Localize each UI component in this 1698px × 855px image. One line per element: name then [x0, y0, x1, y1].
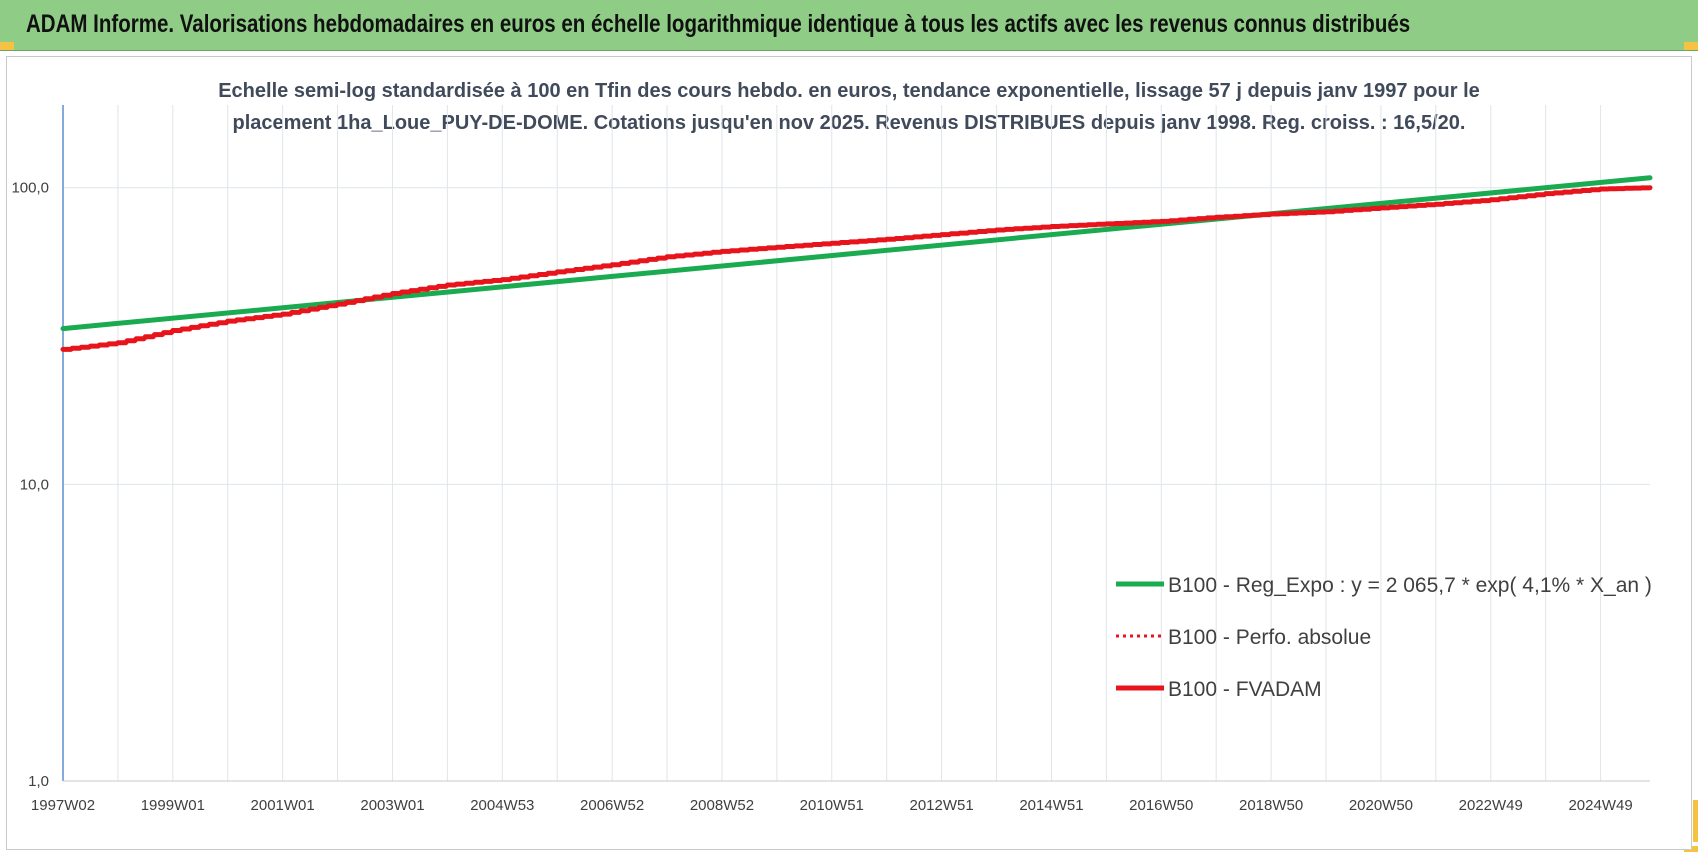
- chart-frame: [6, 56, 1692, 850]
- x-tick-label: 2006W52: [580, 797, 644, 814]
- y-tick-label: 1,0: [28, 773, 49, 790]
- series-line-reg-expo: [60, 175, 1653, 332]
- axes: 1,0 10,0 100,0 1997W02 1999W01 2001W01 2003W01…: [11, 105, 1650, 814]
- series-line-fvadam: [60, 185, 1653, 352]
- x-tick-label: 2003W01: [360, 797, 424, 814]
- header-bar: ADAM Informe. Valorisations hebdomadaire…: [0, 0, 1698, 51]
- y-tick-label: 100,0: [11, 180, 49, 197]
- x-tick-label: 2001W01: [251, 797, 315, 814]
- legend: B100 - Reg_Expo : y = 2 065,7 * exp( 4,1…: [1116, 574, 1652, 701]
- series-lines: [60, 175, 1653, 352]
- y-tick-label: 10,0: [20, 476, 49, 493]
- x-tick-label: 2014W51: [1019, 797, 1083, 814]
- x-tick-label: 2010W51: [800, 797, 864, 814]
- chart-subtitle-line-2: placement 1ha_Loue_PUY-DE-DOME. Cotation…: [233, 112, 1466, 134]
- legend-label: B100 - Reg_Expo : y = 2 065,7 * exp( 4,1…: [1168, 574, 1652, 597]
- x-tick-label: 2024W49: [1568, 797, 1632, 814]
- x-tick-label: 1997W02: [31, 797, 95, 814]
- legend-label: B100 - FVADAM: [1168, 678, 1322, 701]
- x-tick-label: 2018W50: [1239, 797, 1303, 814]
- x-tick-label: 2020W50: [1349, 797, 1413, 814]
- x-tick-label: 2004W53: [470, 797, 534, 814]
- corner-marker-top-left: [0, 42, 14, 50]
- corner-marker-right-edge: [1693, 800, 1698, 842]
- page-title: ADAM Informe. Valorisations hebdomadaire…: [26, 10, 1411, 38]
- legend-label: B100 - Perfo. absolue: [1168, 626, 1371, 649]
- x-tick-label: 1999W01: [141, 797, 205, 814]
- x-tick-label: 2012W51: [910, 797, 974, 814]
- corner-marker-top-right: [1684, 42, 1698, 50]
- x-tick-label: 2022W49: [1459, 797, 1523, 814]
- x-tick-label: 2016W50: [1129, 797, 1193, 814]
- x-tick-label: 2008W52: [690, 797, 754, 814]
- chart-subtitle-line-1: Echelle semi-log standardisée à 100 en T…: [218, 80, 1480, 102]
